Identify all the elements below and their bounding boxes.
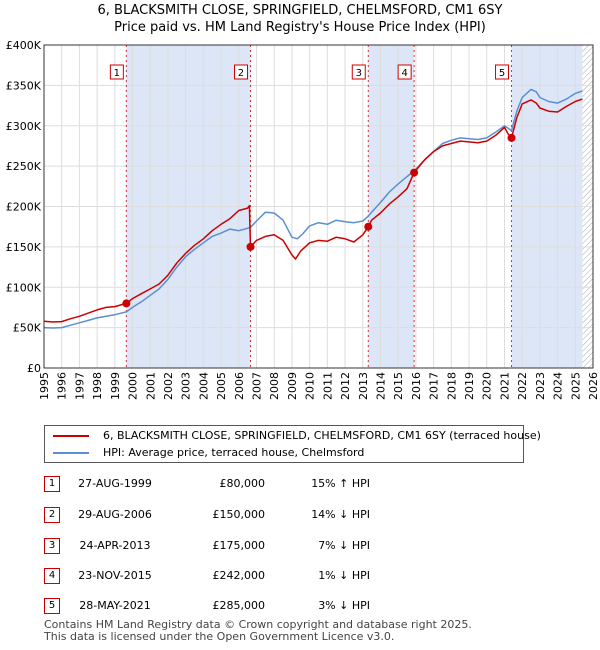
x-tick-label: 2005 xyxy=(215,372,228,400)
y-tick-label: £300K xyxy=(6,120,42,133)
x-tick-label: 2002 xyxy=(162,372,175,400)
sale-price: £150,000 xyxy=(212,508,266,521)
sale-date: 28-MAY-2021 xyxy=(79,599,151,612)
legend-label-hpi: HPI: Average price, terraced house, Chel… xyxy=(103,446,365,459)
y-tick-label: £0 xyxy=(27,362,41,375)
x-tick-label: 2019 xyxy=(463,372,476,400)
x-tick-label: 1998 xyxy=(91,372,104,400)
sale-date: 29-AUG-2006 xyxy=(78,508,152,521)
sale-label-text: 4 xyxy=(401,68,407,79)
sale-number-badge: 5 xyxy=(44,598,60,614)
x-tick-label: 2014 xyxy=(374,372,387,400)
sale-date: 23-NOV-2015 xyxy=(78,569,152,582)
x-tick-label: 2018 xyxy=(445,372,458,400)
sale-number-badge: 3 xyxy=(44,538,60,554)
legend-label-property: 6, BLACKSMITH CLOSE, SPRINGFIELD, CHELMS… xyxy=(103,429,541,442)
x-tick-label: 2016 xyxy=(410,372,423,400)
x-tick-label: 2009 xyxy=(286,372,299,400)
x-tick-label: 2000 xyxy=(127,372,140,400)
sale-row: 5 28-MAY-2021 £285,000 3% ↓ HPI xyxy=(0,592,600,622)
sale-row: 4 23-NOV-2015 £242,000 1% ↓ HPI xyxy=(0,562,600,592)
sale-point xyxy=(507,133,516,142)
sale-row: 3 24-APR-2013 £175,000 7% ↓ HPI xyxy=(0,532,600,562)
footer: Contains HM Land Registry data © Crown c… xyxy=(44,619,472,643)
legend-swatch-property xyxy=(53,435,89,437)
legend: 6, BLACKSMITH CLOSE, SPRINGFIELD, CHELMS… xyxy=(44,425,541,463)
y-tick-label: £400K xyxy=(6,39,42,52)
sale-price: £175,000 xyxy=(212,539,266,552)
x-tick-label: 2013 xyxy=(357,372,370,400)
sale-label-text: 3 xyxy=(356,68,362,79)
sale-number-badge: 1 xyxy=(44,476,60,492)
y-tick-label: £200K xyxy=(6,201,42,214)
sale-point xyxy=(246,242,255,251)
property-price-line xyxy=(43,98,583,323)
x-tick-label: 2023 xyxy=(534,372,547,400)
sale-row: 1 27-AUG-1999 £80,000 15% ↑ HPI xyxy=(0,470,600,500)
x-tick-label: 2025 xyxy=(569,372,582,400)
plot-frame xyxy=(43,44,594,369)
footer-licence: This data is licensed under the Open Gov… xyxy=(44,630,395,643)
x-tick-label: 1995 xyxy=(38,372,51,400)
y-tick-label: £100K xyxy=(6,281,42,294)
sale-point xyxy=(122,299,131,308)
sale-hpi-diff: 7% ↓ HPI xyxy=(318,539,370,552)
sale-hpi-diff: 3% ↓ HPI xyxy=(318,599,370,612)
sale-label-box xyxy=(397,64,412,80)
price-chart: 1 2 3 4 5 £0 £50K £100K £150K £200K £250K £300K £350… xyxy=(6,39,600,400)
x-tick-label: 2010 xyxy=(304,372,317,400)
x-tick-label: 2008 xyxy=(268,372,281,400)
sale-label-box xyxy=(233,64,248,80)
chart-title: 6, BLACKSMITH CLOSE, SPRINGFIELD, CHELMS… xyxy=(97,3,503,18)
legend-swatch-hpi xyxy=(53,452,89,454)
x-tick-label: 2021 xyxy=(498,372,511,400)
x-tick-label: 2006 xyxy=(233,372,246,400)
sale-label-text: 5 xyxy=(499,68,505,79)
sale-hpi-diff: 1% ↓ HPI xyxy=(318,569,370,582)
sale-point xyxy=(410,168,419,177)
y-tick-label: £350K xyxy=(6,79,42,92)
x-tick-label: 2007 xyxy=(251,372,264,400)
x-tick-label: 1997 xyxy=(73,372,86,400)
chart-subtitle: Price paid vs. HM Land Registry's House … xyxy=(114,20,486,35)
x-tick-label: 2015 xyxy=(392,372,405,400)
y-tick-label: £250K xyxy=(6,160,42,173)
sale-date: 27-AUG-1999 xyxy=(78,477,152,490)
hpi-line xyxy=(43,88,583,329)
x-tick-label: 2024 xyxy=(552,372,565,400)
x-tick-label: 1999 xyxy=(109,372,122,400)
sale-number-badge: 4 xyxy=(44,568,60,584)
sale-label-text: 2 xyxy=(238,68,244,79)
sale-price: £80,000 xyxy=(219,477,266,490)
footer-copyright: Contains HM Land Registry data © Crown c… xyxy=(44,618,472,631)
sale-number-badge: 2 xyxy=(44,507,60,523)
x-tick-label: 2017 xyxy=(428,372,441,400)
sale-label-box xyxy=(495,64,510,80)
sale-hpi-diff: 14% ↓ HPI xyxy=(311,508,370,521)
sale-label-box xyxy=(351,64,366,80)
y-tick-label: £150K xyxy=(6,241,42,254)
x-tick-label: 2004 xyxy=(197,372,210,400)
x-tick-label: 2011 xyxy=(321,372,334,400)
sale-point xyxy=(364,222,373,231)
y-tick-label: £50K xyxy=(13,322,42,335)
sale-date: 24-APR-2013 xyxy=(79,539,151,552)
sale-hpi-diff: 15% ↑ HPI xyxy=(311,477,370,490)
x-tick-label: 2012 xyxy=(339,372,352,400)
sale-row: 2 29-AUG-2006 £150,000 14% ↓ HPI xyxy=(0,501,600,531)
sale-label-text: 1 xyxy=(114,68,120,79)
sale-label-box xyxy=(109,64,124,80)
x-tick-label: 2026 xyxy=(587,372,600,400)
x-tick-label: 2001 xyxy=(144,372,157,400)
x-tick-label: 2003 xyxy=(180,372,193,400)
x-tick-label: 2020 xyxy=(481,372,494,400)
x-tick-label: 1996 xyxy=(56,372,69,400)
sale-price: £242,000 xyxy=(212,569,266,582)
sale-price: £285,000 xyxy=(212,599,266,612)
x-tick-label: 2022 xyxy=(516,372,529,400)
